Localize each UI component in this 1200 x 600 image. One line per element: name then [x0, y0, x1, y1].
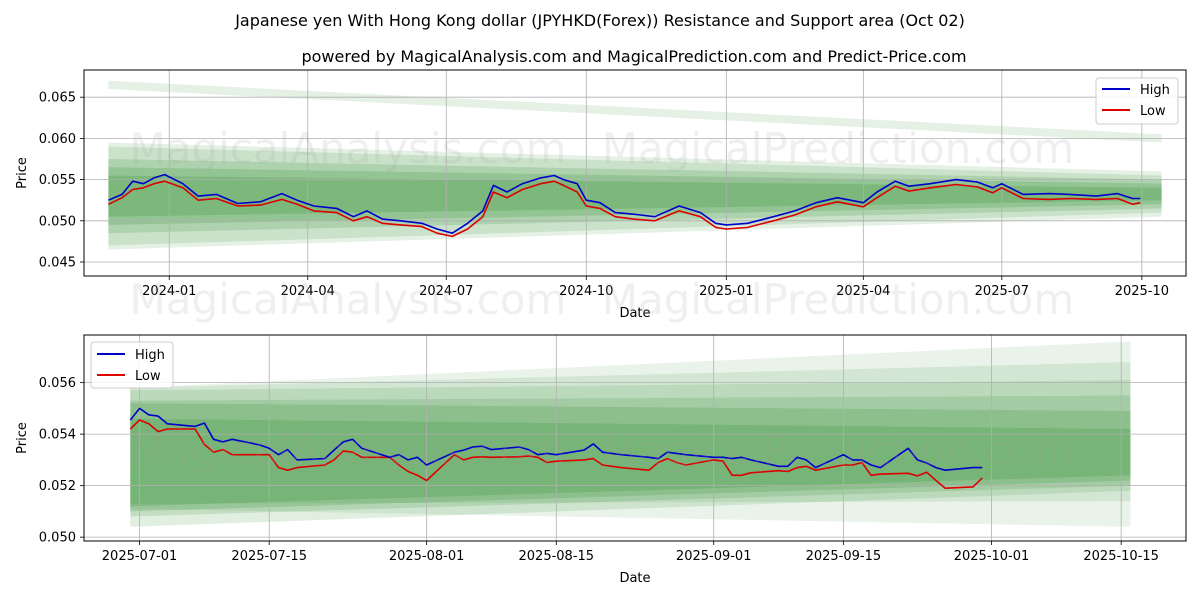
watermark-layer: MagicalAnalysis.com MagicalPrediction.co… [130, 124, 1075, 475]
watermark-analysis-bottom: MagicalAnalysis.com [130, 426, 567, 475]
top-x-tick-label-5: 2025-04 [836, 284, 890, 299]
bottom-x-tick-label-5: 2025-09-15 [806, 549, 882, 564]
bottom-y-tick-label-0: 0.050 [39, 531, 76, 546]
top-band-layer [108, 80, 1162, 250]
top-series-high-line [108, 173, 1141, 234]
bottom-chart: 2025-07-01 2025-07-15 2025-08-01 2025-08-15… [15, 334, 1187, 586]
top-x-tick-label-4: 2025-01 [699, 284, 753, 299]
top-x-tick-label-1: 2024-04 [281, 284, 335, 299]
top-legend-low-label: Low [1140, 104, 1166, 119]
bottom-support-band-4 [130, 403, 1131, 512]
bottom-series-high-line [129, 407, 983, 471]
bottom-x-axis-label: Date [619, 571, 650, 586]
watermark-prediction-bottom: MagicalPrediction.com [602, 426, 1075, 475]
watermark-prediction-middle: MagicalPrediction.com [602, 275, 1075, 324]
figure-subtitle: powered by MagicalAnalysis.com and Magic… [301, 47, 966, 66]
bottom-support-band-2 [130, 380, 1131, 527]
top-series-low-line [108, 180, 1141, 238]
top-chart: 2024-01 2024-04 2024-07 2024-10 2025-01 2025-… [15, 69, 1187, 321]
bottom-legend-low-label: Low [135, 369, 161, 384]
top-support-band-3 [108, 159, 1162, 234]
top-x-tick-label-7: 2025-10 [1115, 284, 1169, 299]
bottom-grid-layer [84, 335, 1186, 541]
bottom-x-tick-label-3: 2025-08-15 [519, 549, 595, 564]
figure-title: Japanese yen With Hong Kong dollar (JPYH… [234, 11, 965, 30]
bottom-x-tick-label-1: 2025-07-15 [231, 549, 307, 564]
watermark-prediction-top: MagicalPrediction.com [602, 124, 1075, 173]
top-grid-layer [84, 70, 1186, 276]
top-legend: High Low [1095, 77, 1179, 125]
bottom-ticks-layer: 2025-07-01 2025-07-15 2025-08-01 2025-08-15… [39, 376, 1159, 564]
top-plot-frame [83, 69, 1187, 277]
bottom-support-band-5 [130, 418, 1131, 507]
watermark-analysis-middle: MagicalAnalysis.com [130, 275, 567, 324]
top-x-axis-label: Date [619, 306, 650, 321]
top-y-axis-label: Price [15, 157, 30, 189]
top-x-tick-label-2: 2024-07 [419, 284, 473, 299]
top-series-layer [108, 173, 1141, 238]
bottom-x-tick-label-0: 2025-07-01 [102, 549, 178, 564]
bottom-y-axis-label: Price [15, 422, 30, 454]
watermark-analysis-top: MagicalAnalysis.com [130, 124, 567, 173]
top-y-tick-label-3: 0.060 [39, 132, 76, 147]
top-support-band-5 [108, 175, 1162, 217]
bottom-series-layer [129, 407, 983, 489]
top-legend-high-label: High [1140, 83, 1170, 98]
top-ticks-layer: 2024-01 2024-04 2024-07 2024-10 2025-01 2025-… [39, 91, 1169, 299]
bottom-plot-frame [83, 334, 1187, 542]
bottom-series-low-line [129, 419, 983, 489]
top-x-tick-label-3: 2024-10 [559, 284, 613, 299]
top-y-tick-label-0: 0.045 [39, 255, 76, 270]
bottom-x-tick-label-6: 2025-10-01 [954, 549, 1030, 564]
bottom-y-tick-label-3: 0.056 [39, 376, 76, 391]
bottom-legend: High Low [90, 341, 174, 389]
bottom-legend-high-label: High [135, 348, 165, 363]
bottom-y-tick-label-2: 0.054 [39, 428, 76, 443]
top-x-tick-label-6: 2025-07 [975, 284, 1029, 299]
top-y-tick-label-4: 0.065 [39, 91, 76, 106]
bottom-x-tick-label-4: 2025-09-01 [676, 549, 752, 564]
top-y-tick-label-1: 0.050 [39, 214, 76, 229]
bottom-x-tick-label-7: 2025-10-15 [1083, 549, 1159, 564]
top-support-band-0 [108, 80, 1162, 143]
top-y-tick-label-2: 0.055 [39, 173, 76, 188]
bottom-x-tick-label-2: 2025-08-01 [389, 549, 465, 564]
top-x-tick-label-0: 2024-01 [142, 284, 196, 299]
bottom-y-tick-label-1: 0.052 [39, 479, 76, 494]
top-support-band-1 [108, 142, 1162, 250]
